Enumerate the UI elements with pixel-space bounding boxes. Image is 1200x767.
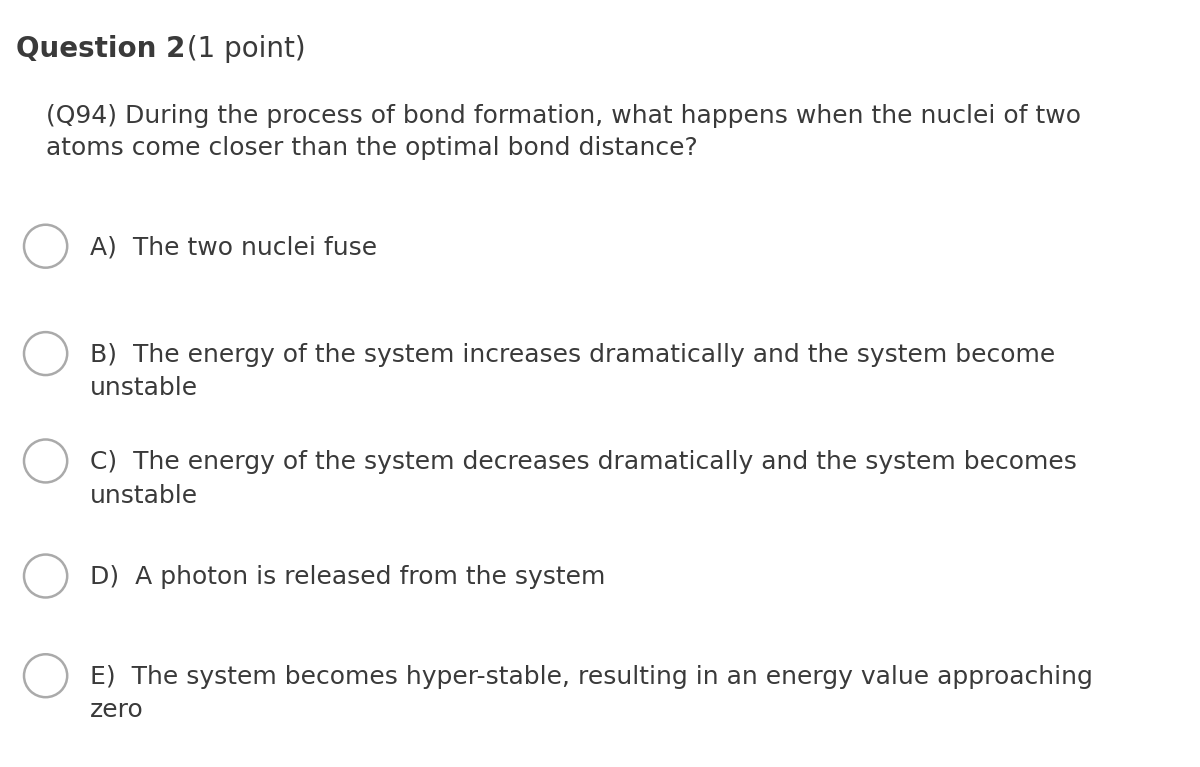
Text: A)  The two nuclei fuse: A) The two nuclei fuse (90, 235, 377, 259)
Text: Question 2: Question 2 (16, 35, 185, 63)
Text: (1 point): (1 point) (178, 35, 305, 63)
Text: D)  A photon is released from the system: D) A photon is released from the system (90, 565, 605, 589)
Text: B)  The energy of the system increases dramatically and the system become
unstab: B) The energy of the system increases dr… (90, 343, 1055, 400)
Text: E)  The system becomes hyper-stable, resulting in an energy value approaching
ze: E) The system becomes hyper-stable, resu… (90, 665, 1093, 723)
Text: (Q94) During the process of bond formation, what happens when the nuclei of two
: (Q94) During the process of bond formati… (46, 104, 1080, 160)
Text: C)  The energy of the system decreases dramatically and the system becomes
unsta: C) The energy of the system decreases dr… (90, 450, 1076, 508)
